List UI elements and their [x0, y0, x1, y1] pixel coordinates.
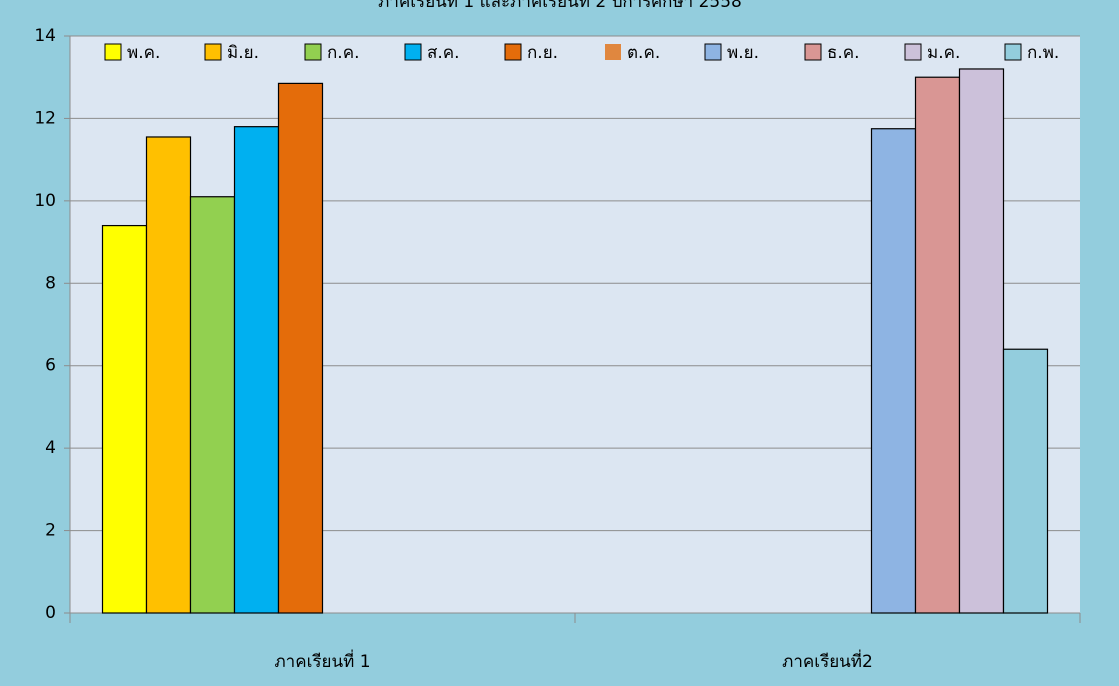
legend-swatch	[1004, 43, 1022, 61]
legend-label: ส.ค.	[427, 43, 460, 63]
legend-swatch	[404, 43, 422, 61]
legend-label: พ.ย.	[727, 43, 759, 63]
y-tick-label: 8	[45, 273, 56, 293]
bar	[914, 76, 961, 614]
bar	[189, 196, 236, 614]
legend-swatch	[104, 43, 122, 61]
bar	[233, 126, 280, 614]
x-tick-label: ภาคเรียนที่ 1	[274, 649, 370, 672]
chart-title: ภาคเรียนที่ 1 และภาคเรียนที่ 2 ปีการศึกษ…	[378, 0, 742, 12]
legend-label: มิ.ย.	[227, 43, 259, 63]
y-tick-label: 12	[34, 108, 56, 128]
bar	[958, 68, 1005, 614]
legend-swatch	[204, 43, 222, 61]
y-tick-label: 4	[45, 438, 56, 458]
legend-swatch	[504, 43, 522, 61]
y-tick-label: 14	[34, 26, 56, 46]
y-tick-label: 10	[34, 191, 56, 211]
y-tick-label: 0	[45, 603, 56, 623]
legend-swatch	[605, 44, 621, 60]
legend-swatch	[304, 43, 322, 61]
legend-swatch	[804, 43, 822, 61]
y-tick-label: 2	[45, 521, 56, 541]
legend-label: ม.ค.	[927, 43, 960, 63]
legend-label: ต.ค.	[627, 43, 660, 63]
bar	[277, 82, 324, 614]
legend-swatch	[904, 43, 922, 61]
x-tick-label: ภาคเรียนที่2	[782, 649, 873, 672]
legend-label: ก.ย.	[527, 43, 558, 63]
legend-swatch	[704, 43, 722, 61]
legend-label: ธ.ค.	[827, 43, 860, 63]
bar	[870, 128, 917, 614]
y-tick-label: 6	[45, 356, 56, 376]
legend-label: ก.พ.	[1027, 43, 1059, 63]
bar	[1002, 348, 1049, 614]
legend-label: ก.ค.	[327, 43, 359, 63]
bar	[145, 136, 192, 614]
legend-label: พ.ค.	[127, 43, 160, 63]
bar	[101, 224, 148, 614]
